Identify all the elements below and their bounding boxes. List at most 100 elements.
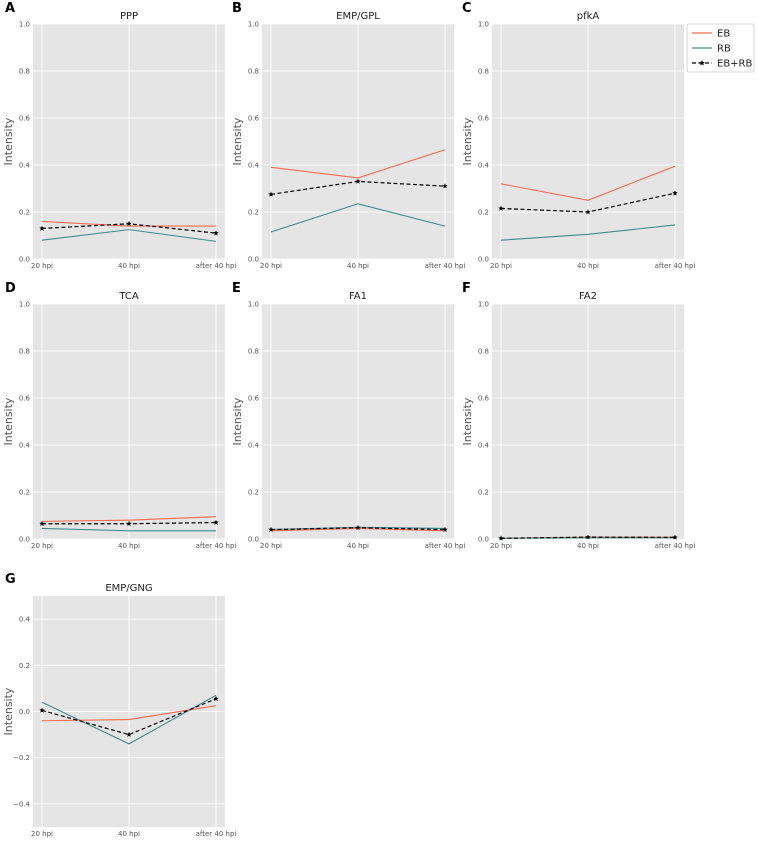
data-point-star: [126, 520, 132, 526]
y-axis-label: Intensity: [461, 397, 474, 445]
data-point-star: [268, 191, 274, 197]
x-tick-label: 20 hpi: [31, 542, 53, 550]
panel-letter: D: [5, 281, 16, 296]
y-tick-label: 1.0: [248, 301, 259, 309]
panel-title: EMP/GNG: [105, 583, 152, 594]
data-point-star: [498, 205, 504, 211]
y-tick-label: 0.6: [19, 395, 31, 403]
y-axis-label: Intensity: [461, 117, 474, 165]
y-tick-label: 1.0: [19, 21, 30, 29]
series-line-rb: [500, 224, 676, 241]
panel-a: 0.0 0.2 0.4 0.6 0.8 1.0 20 hpi 40 hpi after 40 h…: [2, 1, 236, 270]
x-tick-label: 20 hpi: [490, 262, 512, 270]
x-tick-label: 20 hpi: [31, 262, 53, 270]
y-axis-label: Intensity: [231, 117, 244, 165]
data-point-star: [672, 534, 678, 540]
panel-letter: A: [5, 1, 15, 16]
series-line-eb: [41, 516, 217, 522]
y-tick-label: 0.8: [19, 348, 30, 356]
y-tick-label: 0.4: [478, 442, 490, 450]
data-point-star: [585, 534, 591, 540]
data-point-star: [672, 190, 678, 196]
y-tick-label: 0.0: [478, 256, 489, 264]
x-tick-label: after 40 hpi: [196, 262, 237, 270]
legend-label: EB: [717, 29, 730, 40]
x-tick-label: 20 hpi: [31, 830, 53, 838]
x-tick-label: after 40 hpi: [655, 542, 696, 550]
data-point-star: [442, 526, 448, 532]
y-tick-label: 0.6: [478, 395, 490, 403]
data-point-star: [268, 526, 274, 532]
y-tick-label: 0.2: [19, 662, 30, 670]
data-point-star: [213, 230, 219, 236]
legend-box: [686, 23, 755, 73]
y-tick-label: 0.0: [248, 536, 259, 544]
panel-c: 0.0 0.2 0.4 0.6 0.8 1.0 20 hpi 40 hpi after 40 h…: [461, 1, 695, 270]
x-tick-label: after 40 hpi: [196, 830, 237, 838]
y-tick-label: 0.0: [248, 256, 259, 264]
x-tick-label: 20 hpi: [260, 542, 282, 550]
panel-title: TCA: [118, 291, 139, 302]
x-tick-label: 40 hpi: [347, 542, 369, 550]
y-axis-label: Intensity: [231, 397, 244, 445]
y-tick-label: 0.8: [478, 68, 489, 76]
x-tick-label: after 40 hpi: [196, 542, 237, 550]
y-tick-label: 0.4: [248, 162, 260, 170]
data-point-star: [355, 524, 361, 530]
x-tick-label: after 40 hpi: [655, 262, 696, 270]
series-line-eb: [500, 165, 676, 201]
series-line-eb-rb: [41, 698, 217, 736]
y-tick-label: 0.6: [478, 115, 490, 123]
panel-title: pfkA: [577, 11, 600, 22]
y-tick-label: 1.0: [248, 21, 259, 29]
data-point-star: [355, 178, 361, 184]
y-tick-label: 0.4: [19, 162, 31, 170]
series-line-rb: [41, 527, 216, 532]
panel-b: 0.0 0.2 0.4 0.6 0.8 1.0 20 hpi 40 hpi after 40 h…: [231, 1, 465, 270]
x-tick-label: 40 hpi: [118, 262, 140, 270]
data-point-star: [442, 183, 448, 189]
legend: EB RB EB+RB: [686, 23, 755, 73]
y-tick-label: 0.2: [19, 489, 30, 497]
panel-letter: G: [5, 572, 16, 587]
data-point-star: [126, 731, 132, 737]
panel-letter: E: [232, 281, 241, 296]
y-tick-label: −0.4: [13, 800, 31, 808]
x-tick-label: 20 hpi: [490, 542, 512, 550]
y-tick-label: 0.0: [19, 536, 30, 544]
panel-e: 0.0 0.2 0.4 0.6 0.8 1.0 20 hpi 40 hpi after 40 h…: [231, 281, 465, 550]
y-tick-label: 0.2: [19, 209, 30, 217]
y-tick-label: 0.0: [19, 256, 30, 264]
y-tick-label: 0.4: [478, 162, 490, 170]
y-axis-label: Intensity: [2, 397, 15, 445]
panel-title: FA2: [579, 291, 597, 302]
legend-label: RB: [717, 44, 731, 55]
y-tick-label: 1.0: [19, 301, 30, 309]
y-tick-label: 0.4: [19, 442, 31, 450]
y-axis-label: Intensity: [2, 687, 15, 735]
panel-f: 0.0 0.2 0.4 0.6 0.8 1.0 20 hpi 40 hpi after 40 h…: [461, 281, 695, 550]
y-tick-label: 0.4: [19, 616, 31, 624]
data-point-star: [498, 535, 504, 541]
panel-letter: B: [232, 1, 242, 16]
y-tick-label: 0.2: [478, 209, 489, 217]
data-point-star: [126, 220, 132, 227]
series-line-rb: [41, 694, 217, 745]
y-tick-label: 0.0: [19, 708, 30, 716]
x-tick-label: 20 hpi: [260, 262, 282, 270]
panel-letter: C: [462, 1, 472, 16]
series-line-eb: [41, 220, 216, 227]
data-point-star: [213, 519, 219, 525]
y-tick-label: 0.2: [248, 489, 259, 497]
y-tick-label: 0.0: [478, 536, 489, 544]
y-tick-label: 0.6: [248, 115, 260, 123]
series-line-rb: [41, 229, 217, 242]
y-tick-label: 1.0: [478, 21, 489, 29]
y-tick-label: 0.6: [248, 395, 260, 403]
y-tick-label: 0.2: [248, 209, 259, 217]
y-axis-label: Intensity: [2, 117, 15, 165]
series-line-rb: [270, 203, 446, 233]
panel-g: −0.4 −0.2 0.0 0.2 0.4 20 hpi 40 hpi after 40 hp…: [2, 572, 236, 838]
legend-marker-star: [699, 60, 705, 66]
